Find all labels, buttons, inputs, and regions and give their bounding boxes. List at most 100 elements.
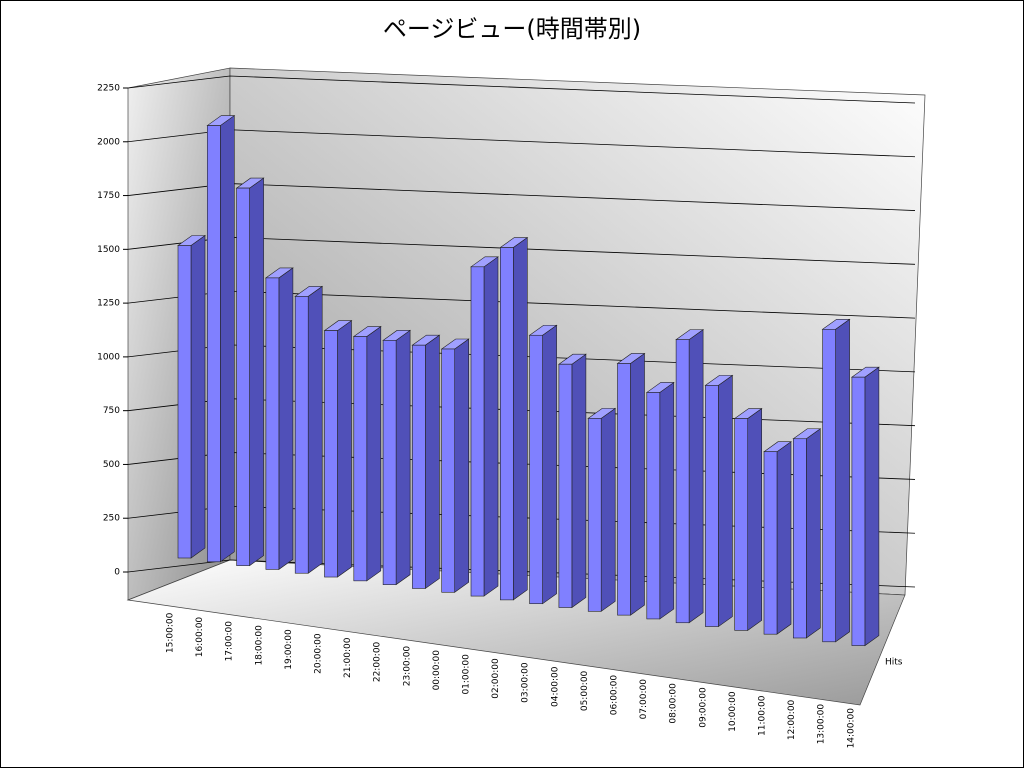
bar-front xyxy=(441,348,456,593)
bar xyxy=(616,352,646,616)
bar xyxy=(704,374,734,628)
bar-side xyxy=(600,407,616,612)
bar-front xyxy=(822,328,836,643)
bar-front xyxy=(587,418,602,612)
bar-front xyxy=(324,330,338,578)
y-tick-label: 1000 xyxy=(97,352,120,362)
y-tick-label: 500 xyxy=(103,460,120,470)
bar-side xyxy=(542,324,557,605)
bar-side xyxy=(220,114,235,563)
bar xyxy=(792,428,822,639)
bar-front xyxy=(353,336,368,582)
y-tick-label: 1750 xyxy=(97,191,120,201)
bar xyxy=(206,114,236,563)
bar xyxy=(499,236,529,601)
x-tick-label: 19:00:00 xyxy=(284,629,294,670)
bar-side xyxy=(307,285,323,574)
bar-front xyxy=(705,385,719,627)
bar-side xyxy=(512,236,528,601)
bar-front xyxy=(177,245,192,559)
bar-side xyxy=(190,234,206,559)
x-tick-label: 21:00:00 xyxy=(343,637,353,678)
bar xyxy=(177,234,206,559)
bar-side xyxy=(835,318,850,643)
bar xyxy=(323,320,353,578)
x-tick-label: 20:00:00 xyxy=(314,633,324,674)
depth-label: Hits xyxy=(885,658,903,668)
bar-front xyxy=(470,266,485,597)
bar-front xyxy=(675,339,690,624)
bar-side xyxy=(454,338,470,593)
y-tick-label: 1500 xyxy=(97,245,120,255)
x-tick-label: 00:00:00 xyxy=(432,650,442,691)
bar-side xyxy=(747,407,763,631)
bar xyxy=(645,381,675,620)
x-tick-label: 12:00:00 xyxy=(787,699,797,740)
y-tick-label: 1250 xyxy=(97,299,120,309)
bar-front xyxy=(851,376,866,646)
x-tick-label: 06:00:00 xyxy=(610,675,620,716)
bar xyxy=(382,329,412,586)
grid-line xyxy=(127,75,916,104)
x-tick-label: 14:00:00 xyxy=(846,708,856,749)
bar-side xyxy=(688,329,704,624)
bar xyxy=(440,338,470,593)
x-tick-label: 22:00:00 xyxy=(373,641,383,682)
x-tick-label: 09:00:00 xyxy=(698,687,708,728)
y-tick-label: 2000 xyxy=(97,137,120,147)
x-tick-label: 04:00:00 xyxy=(550,666,560,707)
x-tick-label: 08:00:00 xyxy=(669,683,679,724)
bar-front xyxy=(236,187,250,566)
bar xyxy=(294,285,324,574)
bar xyxy=(411,334,441,590)
x-tick-label: 11:00:00 xyxy=(758,695,768,736)
bar xyxy=(235,177,265,567)
x-tick-label: 05:00:00 xyxy=(580,670,590,711)
x-tick-label: 18:00:00 xyxy=(254,625,264,666)
bar xyxy=(470,256,499,597)
bar-front xyxy=(207,125,221,563)
bar xyxy=(763,441,792,635)
x-tick-label: 16:00:00 xyxy=(195,617,205,658)
bar-side xyxy=(483,256,499,597)
bar-front xyxy=(734,418,749,631)
bar-side xyxy=(864,366,880,647)
y-tick-label: 0 xyxy=(114,568,120,578)
y-tick-label: 250 xyxy=(103,514,120,524)
bar xyxy=(587,407,617,612)
bar-side xyxy=(718,374,733,628)
bar-front xyxy=(617,363,631,616)
y-tick-label: 2250 xyxy=(97,84,120,94)
bar xyxy=(352,325,382,582)
bar xyxy=(528,324,558,605)
bar-side xyxy=(278,267,294,571)
bar-side xyxy=(395,329,411,586)
bar xyxy=(850,366,880,647)
x-tick-label: 07:00:00 xyxy=(639,679,649,720)
bar-front xyxy=(499,247,514,601)
bar-side xyxy=(337,320,352,578)
bar-front xyxy=(412,344,426,589)
bar xyxy=(264,267,294,571)
bar xyxy=(821,318,851,643)
bar-front xyxy=(558,363,573,608)
y-tick-label: 750 xyxy=(103,406,120,416)
x-tick-label: 13:00:00 xyxy=(817,704,827,745)
bar-side xyxy=(805,428,821,639)
bar-front xyxy=(763,451,778,635)
bar xyxy=(733,407,763,631)
bar-side xyxy=(630,352,645,616)
bar-side xyxy=(249,177,264,567)
x-tick-label: 17:00:00 xyxy=(225,621,235,662)
bar-side xyxy=(776,441,792,635)
bar-front xyxy=(646,392,661,620)
x-tick-label: 02:00:00 xyxy=(491,658,501,699)
x-tick-label: 23:00:00 xyxy=(402,646,412,687)
bar-side xyxy=(425,334,440,590)
bar-front xyxy=(265,277,280,570)
bar-side xyxy=(366,325,382,582)
bar-side xyxy=(571,353,587,609)
x-tick-label: 01:00:00 xyxy=(462,654,472,695)
